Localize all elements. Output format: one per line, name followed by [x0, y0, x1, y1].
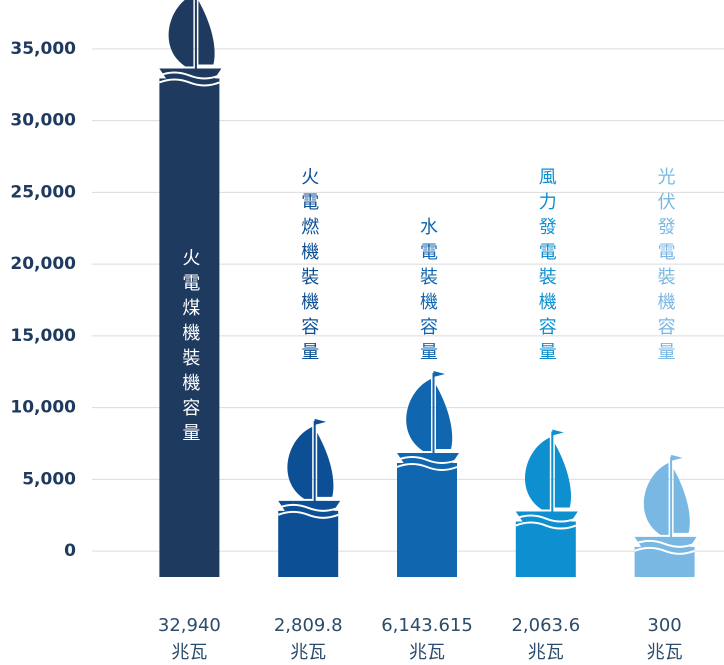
- value-label: 2,809.8: [274, 615, 343, 636]
- y-tick-label: 25,000: [10, 182, 76, 202]
- y-tick-label: 20,000: [10, 254, 76, 274]
- sail: [554, 443, 572, 508]
- value-unit: 兆瓦: [171, 642, 207, 663]
- value-label: 32,940: [158, 615, 221, 636]
- category-label: 光伏發電裝機容量: [655, 167, 676, 367]
- flag: [552, 429, 564, 436]
- wave: [634, 546, 695, 555]
- sailboat: [515, 429, 578, 530]
- category-label: 火電燃機裝機容量: [298, 167, 319, 367]
- y-tick-label: 10,000: [10, 398, 76, 418]
- sail: [524, 437, 550, 510]
- wave: [277, 510, 339, 519]
- sail: [673, 468, 690, 533]
- sail: [436, 385, 453, 450]
- category-label: 風力發電裝機容量: [536, 167, 557, 367]
- category-label: 水電裝機容量: [417, 217, 438, 367]
- sail: [168, 0, 194, 67]
- value-label: 300: [647, 615, 681, 636]
- flag: [671, 454, 683, 461]
- sailboat: [634, 454, 697, 555]
- y-tick-label: 5,000: [22, 469, 76, 489]
- sailboat: [396, 371, 459, 471]
- bar: [515, 521, 576, 577]
- sail: [317, 432, 334, 497]
- bar: [397, 463, 457, 577]
- value-label: 2,063.6: [511, 615, 580, 636]
- y-tick-label: 0: [64, 541, 76, 561]
- value-unit: 兆瓦: [290, 642, 326, 663]
- y-tick-label: 35,000: [10, 39, 76, 59]
- wave: [396, 463, 458, 471]
- sail: [287, 426, 313, 499]
- sailboat: [277, 418, 341, 519]
- sail: [198, 0, 215, 65]
- sailboat: [159, 0, 222, 87]
- value-unit: 兆瓦: [647, 642, 683, 663]
- wave: [277, 503, 339, 512]
- bar: [159, 78, 220, 577]
- wave: [515, 514, 577, 523]
- y-tick-label: 15,000: [10, 326, 76, 346]
- sail: [406, 379, 431, 452]
- flag: [314, 418, 327, 425]
- y-tick-label: 30,000: [10, 111, 76, 131]
- value-unit: 兆瓦: [409, 642, 445, 663]
- wave: [396, 456, 458, 464]
- sail: [643, 462, 669, 535]
- value-unit: 兆瓦: [528, 642, 564, 663]
- wave: [159, 78, 220, 87]
- wave: [634, 539, 695, 548]
- wave: [159, 71, 220, 80]
- category-label: 火電煤機裝機容量: [179, 248, 200, 448]
- flag: [433, 371, 445, 378]
- wave: [515, 521, 577, 530]
- value-label: 6,143.615: [381, 615, 473, 636]
- bar: [278, 510, 339, 577]
